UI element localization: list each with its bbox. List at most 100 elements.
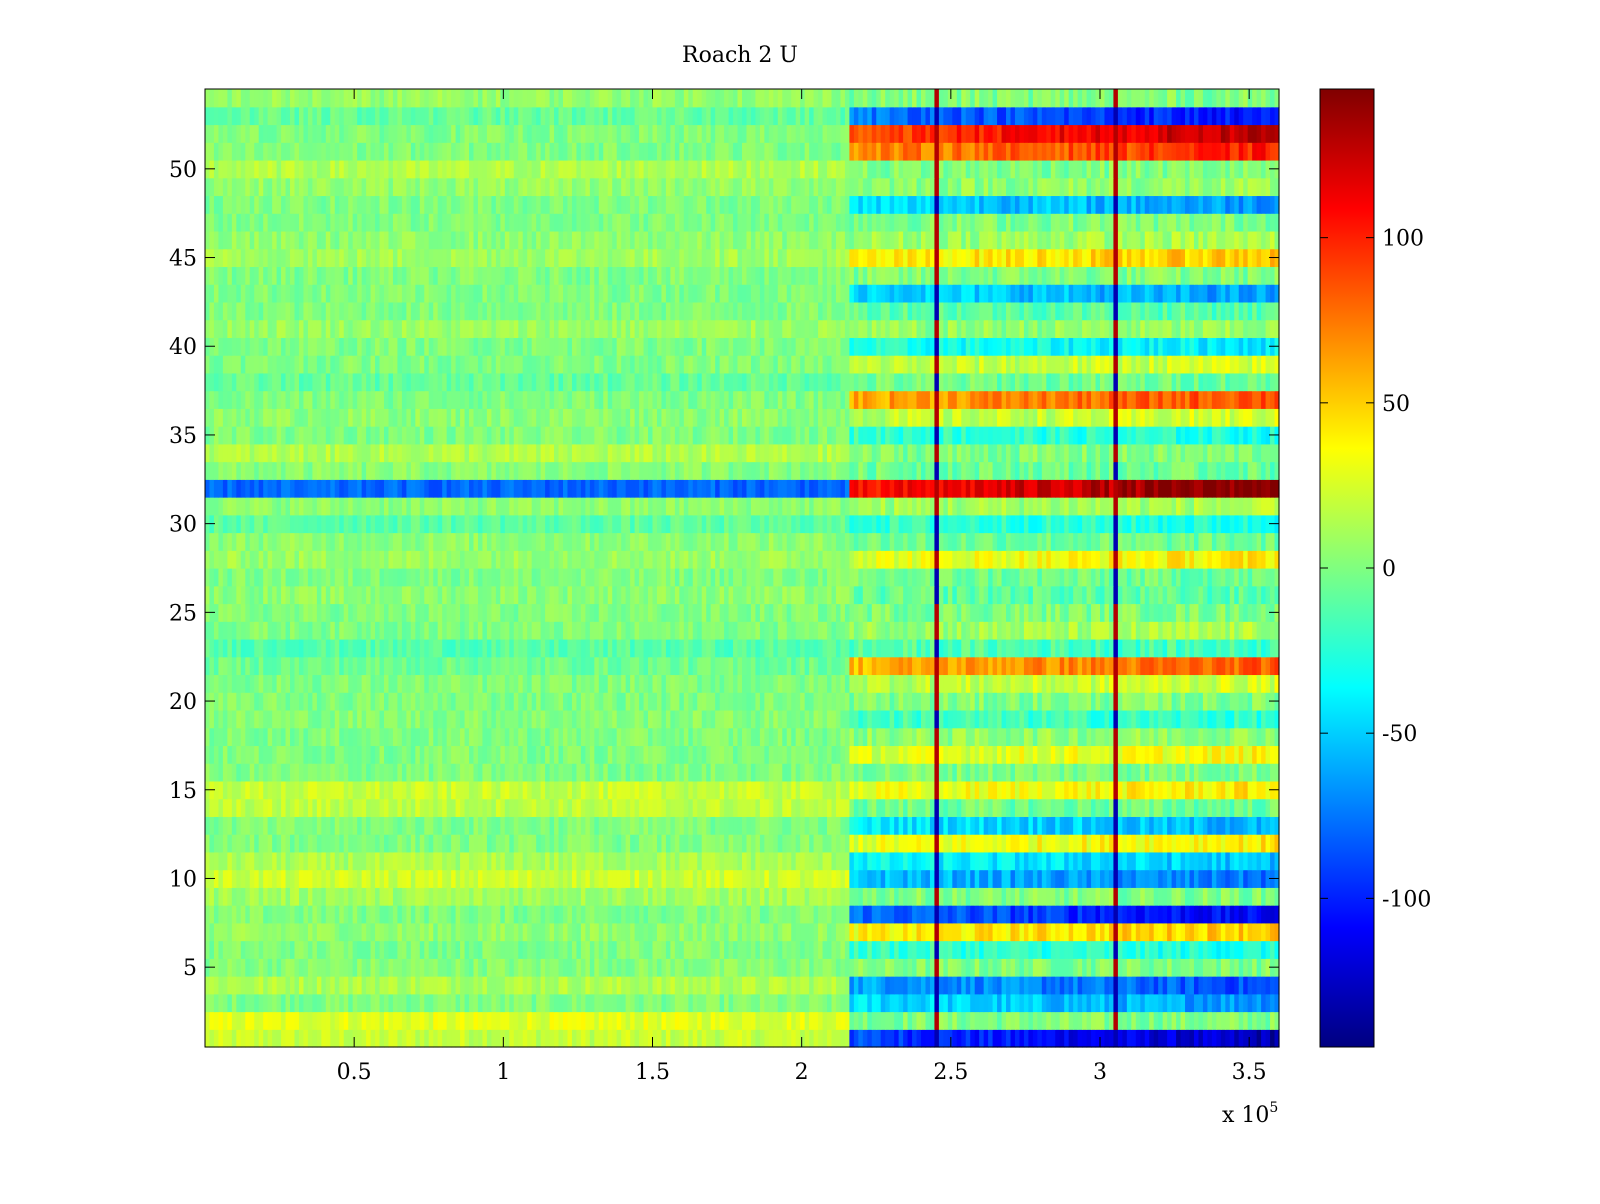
- heatmap-cell: [571, 834, 578, 853]
- heatmap-cell: [822, 851, 828, 871]
- heatmap-cell: [929, 674, 936, 693]
- heatmap-cell: [777, 887, 783, 906]
- heatmap-cell: [379, 798, 385, 817]
- heatmap-cell: [536, 922, 542, 942]
- heatmap-cell: [316, 745, 322, 764]
- heatmap-cell: [263, 851, 269, 871]
- heatmap-cell: [410, 922, 416, 942]
- heatmap-cell: [1198, 816, 1204, 835]
- heatmap-cell: [835, 958, 842, 977]
- heatmap-cell: [1265, 993, 1271, 1013]
- heatmap-cell: [1171, 816, 1177, 835]
- heatmap-cell: [419, 887, 425, 906]
- heatmap-cell: [1202, 727, 1208, 747]
- heatmap-cell: [1131, 834, 1137, 853]
- heatmap-cell: [451, 692, 457, 711]
- heatmap-cell: [746, 674, 752, 693]
- heatmap-cell: [715, 851, 721, 871]
- heatmap-cell: [410, 674, 416, 693]
- heatmap-cell: [594, 958, 600, 977]
- heatmap-cell: [330, 834, 336, 853]
- heatmap-cell: [339, 958, 345, 977]
- heatmap-cell: [715, 745, 721, 764]
- heatmap-cell: [1117, 1029, 1123, 1048]
- heatmap-cell: [1216, 887, 1222, 906]
- heatmap-cell: [585, 869, 591, 888]
- heatmap-cell: [321, 709, 327, 729]
- heatmap-cell: [540, 727, 546, 747]
- heatmap-cell: [683, 976, 689, 995]
- heatmap-cell: [343, 1011, 349, 1030]
- heatmap-cell: [509, 745, 515, 764]
- heatmap-cell: [1149, 905, 1155, 924]
- heatmap-cell: [791, 745, 797, 764]
- heatmap-cell: [576, 780, 582, 800]
- heatmap-cell: [267, 798, 273, 817]
- heatmap-cell: [639, 780, 645, 800]
- heatmap-cell: [612, 869, 618, 888]
- heatmap-cell: [724, 940, 730, 959]
- heatmap-cell: [750, 780, 757, 800]
- heatmap-cell: [406, 709, 412, 729]
- heatmap-cell: [921, 674, 927, 693]
- heatmap-cell: [1162, 869, 1168, 888]
- heatmap-cell: [992, 1011, 998, 1030]
- heatmap-cell: [384, 887, 390, 906]
- heatmap-cell: [724, 727, 730, 747]
- heatmap-cell: [576, 692, 582, 711]
- heatmap-cell: [504, 674, 510, 693]
- heatmap-cell: [983, 745, 989, 764]
- heatmap-cell: [1225, 816, 1231, 835]
- heatmap-cell: [469, 745, 475, 764]
- heatmap-cell: [527, 1029, 533, 1048]
- heatmap-cell: [486, 834, 492, 853]
- heatmap-cell: [925, 976, 931, 995]
- heatmap-cell: [1185, 763, 1191, 782]
- heatmap-cell: [495, 922, 501, 942]
- heatmap-cell: [446, 709, 452, 729]
- heatmap-cell: [894, 834, 900, 853]
- heatmap-cell: [835, 1011, 842, 1030]
- heatmap-cell: [258, 869, 264, 888]
- heatmap-cell: [294, 816, 300, 835]
- heatmap-cell: [1225, 887, 1231, 906]
- heatmap-cell: [1158, 1029, 1164, 1048]
- heatmap-cell: [943, 869, 949, 888]
- heatmap-cell: [916, 834, 922, 853]
- heatmap-cell: [1028, 727, 1034, 747]
- heatmap-cell: [1037, 745, 1043, 764]
- heatmap-cell: [1019, 851, 1025, 871]
- heatmap-cell: [321, 922, 327, 942]
- heatmap-cell: [549, 958, 555, 977]
- heatmap-cell: [934, 709, 940, 729]
- heatmap-cell: [844, 1029, 850, 1048]
- heatmap-cell: [1229, 887, 1235, 906]
- heatmap-cell: [1176, 887, 1182, 906]
- heatmap-cell: [585, 940, 591, 959]
- heatmap-cell: [1131, 763, 1137, 782]
- heatmap-cell: [1010, 692, 1016, 711]
- heatmap-cell: [598, 780, 604, 800]
- heatmap-cell: [759, 709, 765, 729]
- heatmap-cell: [804, 851, 810, 871]
- heatmap-cell: [710, 887, 716, 906]
- heatmap-cell: [853, 709, 859, 729]
- heatmap-cell: [656, 905, 663, 924]
- heatmap-cell: [375, 887, 381, 906]
- heatmap-cell: [231, 798, 237, 817]
- heatmap-cell: [746, 816, 752, 835]
- heatmap-cell: [1234, 798, 1240, 817]
- heatmap-cell: [1010, 869, 1016, 888]
- heatmap-cell: [352, 798, 358, 817]
- heatmap-cell: [397, 1011, 403, 1030]
- heatmap-cell: [357, 1011, 363, 1030]
- heatmap-cell: [401, 958, 407, 977]
- heatmap-cell: [384, 727, 390, 747]
- heatmap-cell: [267, 851, 273, 871]
- heatmap-cell: [1238, 958, 1244, 977]
- heatmap-cell: [1153, 709, 1159, 729]
- heatmap-cell: [567, 905, 573, 924]
- heatmap-cell: [513, 869, 519, 888]
- heatmap-cell: [992, 869, 998, 888]
- heatmap-cell: [1104, 709, 1110, 729]
